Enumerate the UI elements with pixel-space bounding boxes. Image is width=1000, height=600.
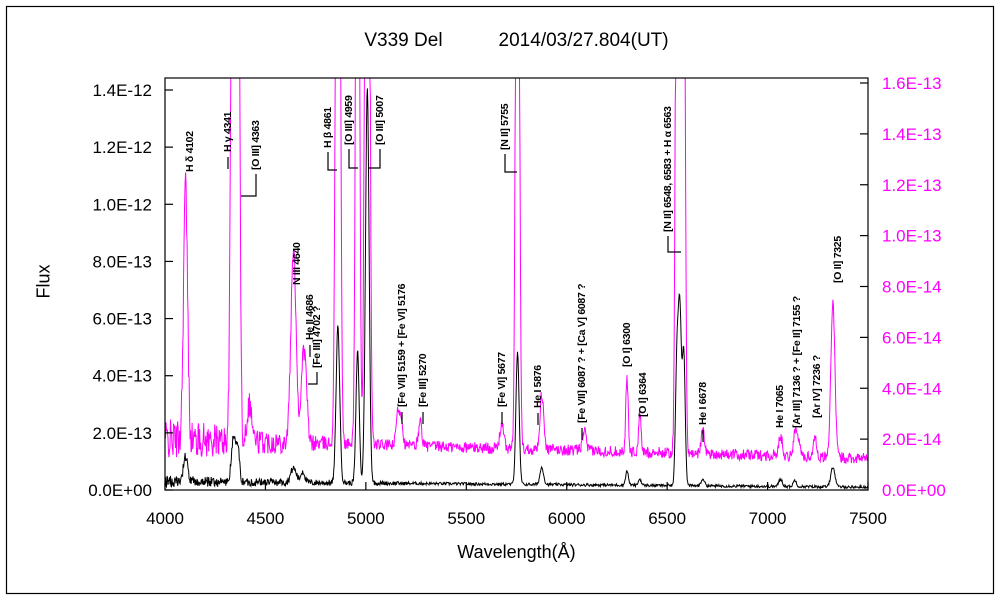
spectral-line-label: [Ar III] 7136 ? + [Fe II] 7155 ? <box>791 296 803 428</box>
spectral-line-label: [N II] 5755 <box>499 103 511 150</box>
left-tick-label: 1.0E-12 <box>92 195 152 214</box>
spectral-line-label: [Fe VII] 5159 + [Fe VI] 5176 <box>396 283 408 407</box>
axis-ticks <box>164 82 869 491</box>
chart-title-object: V339 Del <box>364 30 443 51</box>
annotation-elbow <box>241 174 257 197</box>
right-tick-label: 6.0E-14 <box>882 328 942 347</box>
spectrum-black <box>164 88 869 490</box>
spectral-line-label: He I 7065 <box>774 385 786 428</box>
x-tick-label: 7000 <box>749 509 787 528</box>
x-tick-label: 5000 <box>347 509 385 528</box>
annotation-elbow <box>369 149 381 169</box>
right-tick-label: 8.0E-14 <box>882 278 942 297</box>
spectral-line-label: [O II] 7325 <box>832 236 844 283</box>
spectral-line-label: [Fe VI] 5677 <box>496 352 508 407</box>
spectrum-magenta <box>164 77 869 465</box>
left-tick-label: 2.0E-13 <box>92 424 152 443</box>
spectral-line-label: [O III] 4959 <box>343 95 355 145</box>
right-tick-label: 1.2E-13 <box>882 176 942 195</box>
x-axis-title: Wavelength(Å) <box>457 542 576 562</box>
spectral-line-label: H δ 4102 <box>184 131 196 172</box>
annotation-elbow <box>308 372 318 385</box>
spectral-line-label: H β 4861 <box>322 107 334 148</box>
spectral-line-label: [O III] 5007 <box>374 95 386 145</box>
spectral-line-label: [N II] 6548, 6583 + H α 6563 <box>662 106 674 232</box>
spectral-line-label: He II 4686 <box>304 294 316 340</box>
left-tick-label: 8.0E-13 <box>92 252 152 271</box>
left-tick-label: 1.2E-12 <box>92 138 152 157</box>
spectral-line-label: N III 4640 <box>291 242 303 285</box>
x-tick-label: 5500 <box>447 509 485 528</box>
spectral-line-label: He I 6678 <box>697 382 709 425</box>
x-tick-label: 6000 <box>548 509 586 528</box>
left-tick-label: 6.0E-13 <box>92 310 152 329</box>
x-tick-label: 4000 <box>146 509 184 528</box>
right-tick-label: 1.4E-13 <box>882 125 942 144</box>
plot-border <box>164 77 869 491</box>
left-tick-label: 0.0E+00 <box>88 481 152 500</box>
right-tick-label: 0.0E+00 <box>882 481 946 500</box>
spectral-line-label: [O III] 4363 <box>250 120 262 170</box>
right-tick-label: 1.6E-13 <box>882 74 942 93</box>
x-tick-label: 4500 <box>247 509 285 528</box>
left-tick-label: 1.4E-12 <box>92 81 152 100</box>
x-tick-label: 7500 <box>849 509 887 528</box>
right-tick-label: 2.0E-14 <box>882 430 942 449</box>
annotation-elbow <box>327 152 337 171</box>
spectral-line-label: [Fe III] 4702 ? <box>311 306 323 368</box>
spectral-line-label: [Fe VII] 6087 ? + [Ca V] 6087 ? <box>576 284 588 423</box>
right-tick-label: 1.0E-13 <box>882 227 942 246</box>
chart-title: V339 Del 2014/03/27.804(UT) <box>165 30 868 52</box>
right-tick-label: 4.0E-14 <box>882 379 942 398</box>
annotation-elbow <box>348 149 358 169</box>
figure-frame <box>5 5 995 595</box>
spectral-line-label: [Fe III] 5270 <box>417 353 429 407</box>
annotation-elbow <box>667 236 681 253</box>
annotation-elbow <box>504 154 517 173</box>
chart-title-date: 2014/03/27.804(UT) <box>498 30 669 51</box>
spectral-line-label: [O I] 6300 <box>621 322 633 367</box>
spectral-line-label: [Ar IV] 7236 ? <box>811 355 823 418</box>
x-tick-label: 6500 <box>648 509 686 528</box>
y-axis-title: Flux <box>33 264 54 299</box>
spectral-line-label: [O I] 6364 <box>637 372 649 417</box>
spectral-line-label: He I 5876 <box>532 365 544 408</box>
left-tick-label: 4.0E-13 <box>92 367 152 386</box>
spectral-line-label: H γ 4341 <box>222 111 234 152</box>
